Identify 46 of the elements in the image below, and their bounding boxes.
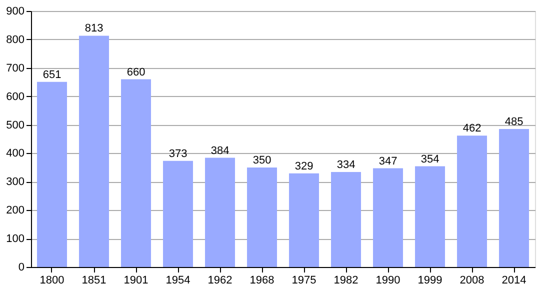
y-tick-label: 600 [6,90,24,103]
bar [415,166,445,267]
data-label: 813 [84,22,104,35]
bar [331,172,361,267]
y-tick-label: 500 [6,119,24,132]
x-tick-label: 1800 [40,274,64,286]
x-tick-label: 1954 [166,274,190,286]
data-label: 373 [168,148,188,160]
bar [37,82,67,267]
data-label: 350 [252,154,272,166]
x-tick-label: 1975 [292,274,316,286]
data-label: 485 [504,116,524,128]
data-label: 347 [378,155,398,168]
y-tick-label: 800 [6,34,24,46]
x-tick-label: 1962 [208,274,232,286]
y-tick-label: 700 [6,62,24,74]
bar [205,158,235,267]
data-label: 334 [336,158,356,171]
data-label: 354 [420,153,440,166]
bar [499,129,529,267]
data-label: 651 [42,68,62,81]
y-tick-label: 200 [6,204,24,217]
x-tick-label: 1990 [376,274,400,286]
data-label: 384 [210,144,230,157]
data-label: 462 [462,122,482,135]
bar [247,167,277,267]
y-tick-label: 100 [6,233,24,246]
bar [79,36,109,267]
x-tick-label: 1982 [334,274,358,286]
y-tick-label: 900 [6,6,24,18]
bar [373,168,403,267]
x-tick-label: 1968 [250,274,274,286]
y-tick-label: 300 [6,176,24,188]
x-tick-label: 2008 [460,274,484,286]
y-tick-label: 0 [18,262,24,274]
x-tick-label: 2014 [502,274,526,286]
y-tick-label: 400 [6,148,24,160]
bar [457,136,487,267]
data-label: 329 [294,160,314,172]
bar [289,173,319,267]
bar [163,160,193,267]
bar [121,79,151,267]
x-tick-label: 1851 [82,274,106,286]
x-tick-label: 1901 [124,274,148,286]
data-label: 660 [126,66,146,78]
x-tick-label: 1999 [418,274,442,286]
